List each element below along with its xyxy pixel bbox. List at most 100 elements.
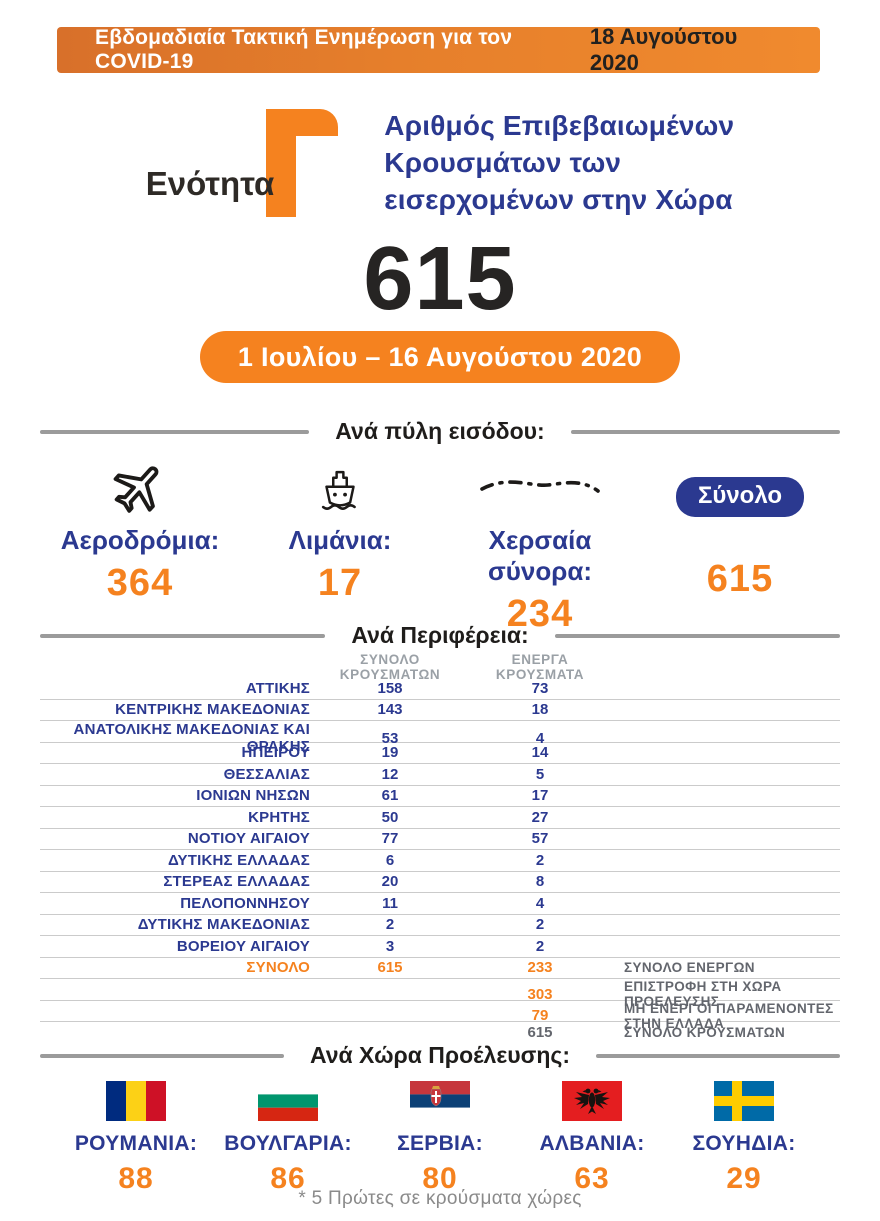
bulgaria-flag	[212, 1080, 364, 1122]
airplane-icon	[40, 455, 240, 517]
region-active: 14	[531, 744, 549, 762]
region-active: 18	[531, 701, 549, 719]
gate-value: 615	[706, 558, 774, 600]
region-total: 50	[381, 808, 399, 826]
region-total: 158	[377, 679, 403, 697]
table-row: ΚΡΗΤΗΣ 50 27	[40, 807, 840, 829]
region-name: ΚΕΝΤΡΙΚΗΣ ΜΑΚΕΔΟΝΙΑΣ	[115, 701, 310, 719]
sweden-flag	[668, 1080, 820, 1122]
region-name: ΑΤΤΙΚΗΣ	[245, 679, 310, 697]
gate-value: 17	[317, 562, 363, 604]
region-total: 19	[381, 744, 399, 762]
summary-rows: 303 ΕΠΙΣΤΡΟΦΗ ΣΤΗ ΧΩΡΑ ΠΡΟΕΛΕΥΣΗΣ 79 ΜΗ …	[40, 979, 840, 1044]
summary-value: 615	[527, 1024, 553, 1042]
table-row: ΙΟΝΙΩΝ ΝΗΣΩΝ 61 17	[40, 786, 840, 807]
region-active: 57	[531, 830, 549, 848]
region-active: 2	[535, 937, 545, 955]
country-serbia: ΣΕΡΒΙΑ: 80	[364, 1080, 516, 1196]
serbia-coat-of-arms	[430, 1086, 442, 1107]
region-total: 12	[381, 765, 399, 783]
section-label: Ενότητα	[145, 164, 275, 202]
country-label: ΣΕΡΒΙΑ:	[397, 1132, 483, 1155]
region-name: ΔΥΤΙΚΗΣ ΜΑΚΕΔΟΝΙΑΣ	[137, 916, 310, 934]
table-row: ΑΝΑΤΟΛΙΚΗΣ ΜΑΚΕΔΟΝΙΑΣ ΚΑΙ ΘΡΑΚΗΣ 53 4	[40, 721, 840, 755]
country-label: ΑΛΒΑΝΙΑ:	[539, 1132, 645, 1155]
divider-line	[554, 633, 841, 638]
ship-icon	[240, 455, 440, 517]
table-row: ΣΤΕΡΕΑΣ ΕΛΛΑΔΑΣ 20 8	[40, 872, 840, 893]
total-pill: Σύνολο	[675, 477, 805, 517]
divider-line	[570, 429, 840, 434]
region-name: ΝΟΤΙΟΥ ΑΙΓΑΙΟΥ	[187, 830, 310, 848]
region-active: 4	[535, 894, 545, 912]
region-active: 2	[535, 851, 545, 869]
total-row-active: 233	[527, 959, 553, 977]
gate-value: 234	[506, 593, 574, 635]
region-active: 4	[535, 729, 545, 747]
total-row-total: 615	[377, 959, 403, 977]
regions-total-row: ΣΥΝΟΛΟ 615 233 ΣΥΝΟΛΟ ΕΝΕΡΓΩΝ	[40, 958, 840, 979]
country-albania: ΑΛΒΑΝΙΑ: 63	[516, 1080, 668, 1196]
summary-value: 79	[531, 1007, 549, 1024]
region-total: 53	[381, 729, 399, 747]
region-name: ΣΤΕΡΕΑΣ ΕΛΛΑΔΑΣ	[163, 873, 310, 891]
gate-label: Χερσαία σύνορα:	[488, 525, 592, 586]
entry-gates-row: Αεροδρόμια: 364 Λιμάνια: 17 Χερσαία σύνο…	[40, 455, 840, 636]
gate-ports: Λιμάνια: 17	[240, 455, 440, 636]
report-date: 18 Αυγούστου 2020	[589, 24, 738, 75]
column-header-total: ΣΥΝΟΛΟ ΚΡΟΥΣΜΑΤΩΝ	[339, 652, 441, 682]
country-value: 88	[118, 1162, 154, 1195]
region-total: 143	[377, 701, 403, 719]
region-total: 6	[385, 851, 395, 869]
period-pill: 1 Ιουλίου – 16 Αυγούστου 2020	[200, 331, 680, 383]
country-label: ΣΟΥΗΔΙΑ:	[692, 1132, 796, 1155]
gate-label: Λιμάνια:	[288, 525, 392, 555]
table-row: ΗΠΕΙΡΟΥ 19 14	[40, 743, 840, 764]
gate-total-spacer: Σύνολο	[640, 455, 840, 517]
region-name: ΠΕΛΟΠΟΝΝΗΣΟΥ	[180, 894, 310, 912]
summary-value: 303	[527, 985, 553, 1003]
table-row: ΔΥΤΙΚΗΣ ΕΛΛΑΔΑΣ 6 2	[40, 850, 840, 872]
country-value: 86	[270, 1162, 306, 1195]
region-total: 20	[381, 873, 399, 891]
region-name: ΚΡΗΤΗΣ	[248, 808, 310, 826]
serbia-flag	[364, 1080, 516, 1122]
country-bulgaria: ΒΟΥΛΓΑΡΙΑ: 86	[212, 1080, 364, 1196]
column-header-active: ΕΝΕΡΓΑ ΚΡΟΥΣΜΑΤΑ	[495, 652, 585, 682]
divider-line	[40, 429, 310, 434]
region-active: 2	[535, 916, 545, 934]
total-row-name: ΣΥΝΟΛΟ	[246, 959, 310, 977]
region-total: 3	[385, 937, 395, 955]
section-letter-gamma-shape	[266, 109, 339, 218]
gate-label: Αεροδρόμια:	[60, 525, 220, 555]
country-label: ΒΟΥΛΓΑΡΙΑ:	[224, 1132, 352, 1155]
table-header-row: ΣΥΝΟΛΟ ΚΡΟΥΣΜΑΤΩΝ ΕΝΕΡΓΑ ΚΡΟΥΣΜΑΤΑ	[40, 652, 840, 682]
land-border-icon	[440, 455, 640, 517]
region-name: ΘΕΣΣΑΛΙΑΣ	[223, 765, 310, 783]
countries-row: ΡΟΥΜΑΝΙΑ: 88 ΒΟΥΛΓΑΡΙΑ: 86 ΣΕΡΒΙΑ: 80	[60, 1080, 820, 1196]
table-row: ΠΕΛΟΠΟΝΝΗΣΟΥ 11 4	[40, 893, 840, 915]
region-name: ΒΟΡΕΙΟΥ ΑΙΓΑΙΟΥ	[176, 937, 310, 955]
summary-row: 303 ΕΠΙΣΤΡΟΦΗ ΣΤΗ ΧΩΡΑ ΠΡΟΕΛΕΥΣΗΣ	[40, 979, 840, 1009]
footnote: * 5 Πρώτες σε κρούσματα χώρες	[298, 1188, 582, 1209]
region-name: ΗΠΕΙΡΟΥ	[241, 744, 310, 762]
summary-row: 79 ΜΗ ΕΝΕΡΓΟΙ ΠΑΡΑΜΕΝΟΝΤΕΣ ΣΤΗΝ ΕΛΛΑΔΑ	[40, 1001, 840, 1031]
section-title: Αριθμός Επιβεβαιωμένων Κρουσμάτων των ει…	[384, 110, 735, 215]
region-name: ΔΥΤΙΚΗΣ ΕΛΛΑΔΑΣ	[167, 851, 310, 869]
regions-table: ΣΥΝΟΛΟ ΚΡΟΥΣΜΑΤΩΝ ΕΝΕΡΓΑ ΚΡΟΥΣΜΑΤΑ ΑΤΤΙΚ…	[40, 652, 840, 1044]
period-label: 1 Ιουλίου – 16 Αυγούστου 2020	[237, 341, 643, 372]
region-name: ΑΝΑΤΟΛΙΚΗΣ ΜΑΚΕΔΟΝΙΑΣ ΚΑΙ ΘΡΑΚΗΣ	[73, 721, 310, 755]
summary-label: ΜΗ ΕΝΕΡΓΟΙ ΠΑΡΑΜΕΝΟΝΤΕΣ ΣΤΗΝ ΕΛΛΑΔΑ	[624, 1000, 834, 1031]
top-banner: Εβδομαδιαία Τακτική Ενημέρωση για τον CO…	[57, 24, 820, 75]
region-total: 61	[381, 787, 399, 805]
country-sweden: ΣΟΥΗΔΙΑ: 29	[668, 1080, 820, 1196]
table-row: ΑΤΤΙΚΗΣ 158 73	[40, 678, 840, 700]
region-active: 8	[535, 873, 545, 891]
divider-line	[40, 1053, 284, 1058]
region-active: 17	[531, 787, 549, 805]
summary-label: ΕΠΙΣΤΡΟΦΗ ΣΤΗ ΧΩΡΑ ΠΡΟΕΛΕΥΣΗΣ	[624, 979, 782, 1009]
total-confirmed-count: 615	[363, 229, 517, 329]
weekly-update-title: Εβδομαδιαία Τακτική Ενημέρωση για τον CO…	[95, 26, 513, 73]
total-row-label: ΣΥΝΟΛΟ ΕΝΕΡΓΩΝ	[624, 960, 755, 976]
gate-land-borders: Χερσαία σύνορα: 234	[440, 455, 640, 636]
